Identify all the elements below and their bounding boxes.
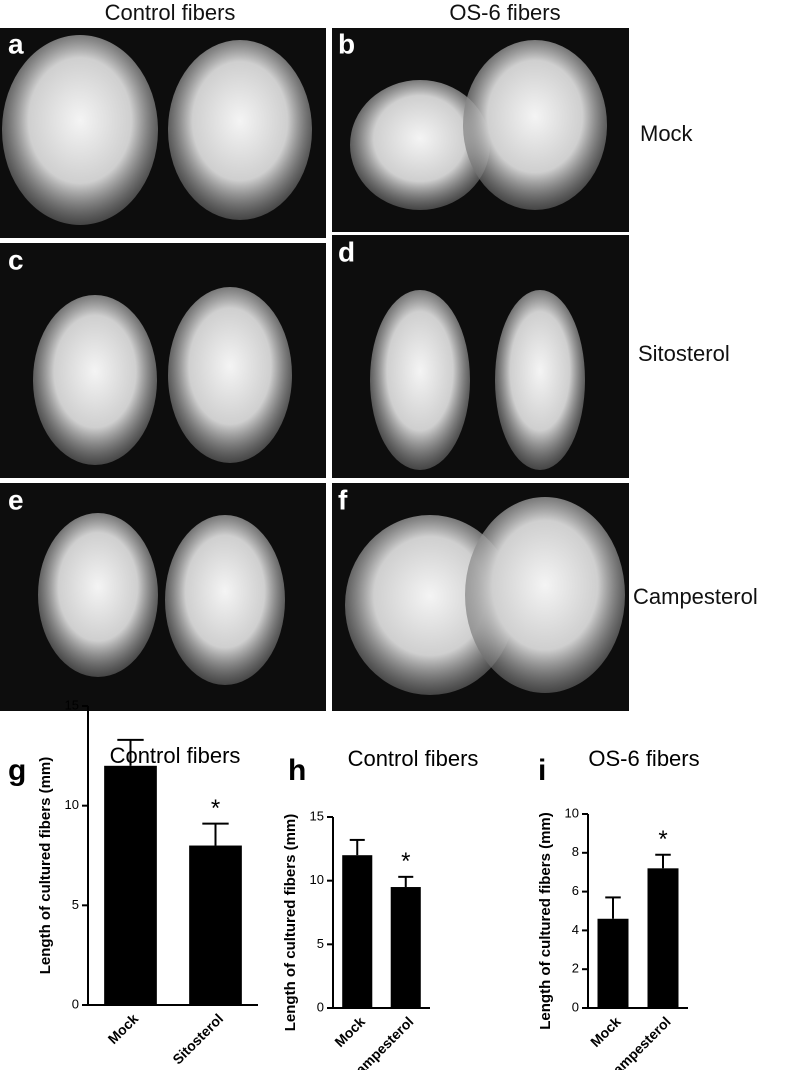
chart-title: Control fibers	[110, 743, 241, 768]
photo-panel: b	[332, 28, 629, 232]
y-tick-label: 0	[72, 996, 79, 1011]
row-label: Campesterol	[633, 584, 758, 609]
panel-label: b	[338, 28, 355, 59]
panel-label: a	[8, 28, 24, 59]
chart-title: OS-6 fibers	[588, 746, 699, 771]
panel-label: h	[288, 754, 306, 787]
y-tick-label: 10	[565, 805, 579, 820]
bar	[189, 845, 242, 1005]
y-axis-label: Length of cultured fibers (mm)	[37, 757, 54, 975]
charts: g Control fibers Length of cultured fibers…	[8, 697, 700, 1070]
panel-label: c	[8, 244, 24, 275]
x-tick-label: Mock	[587, 1013, 624, 1050]
x-tick-label: Sitosterol	[169, 1010, 226, 1067]
bar	[390, 887, 421, 1008]
y-tick-label: 8	[572, 844, 579, 859]
panel-label: i	[538, 754, 546, 787]
y-tick-label: 0	[572, 999, 579, 1014]
panel-label: f	[338, 484, 348, 515]
bar	[597, 918, 629, 1008]
column-header: Control fibers	[105, 0, 236, 25]
y-tick-label: 10	[310, 872, 324, 887]
bar	[647, 868, 679, 1008]
y-axis-label: Length of cultured fibers (mm)	[537, 812, 554, 1030]
photo-panel: a	[0, 28, 326, 238]
y-tick-label: 15	[310, 808, 324, 823]
significance-mark: *	[401, 848, 410, 875]
y-tick-label: 15	[65, 697, 79, 712]
panel-label: e	[8, 484, 24, 515]
panel-label: d	[338, 236, 355, 267]
chart-title: Control fibers	[348, 746, 479, 771]
row-label: Sitosterol	[638, 341, 730, 366]
y-tick-label: 2	[572, 961, 579, 976]
significance-mark: *	[658, 826, 667, 853]
x-tick-label: Mock	[105, 1010, 142, 1047]
panel-label: g	[8, 754, 26, 787]
x-tick-label: Mock	[331, 1013, 368, 1050]
photo-panel: f	[332, 483, 629, 711]
y-tick-label: 10	[65, 797, 79, 812]
y-tick-label: 4	[572, 922, 579, 937]
row-label: Mock	[640, 121, 694, 146]
y-tick-label: 6	[572, 883, 579, 898]
photo-panel: c	[0, 243, 326, 478]
y-tick-label: 0	[317, 999, 324, 1014]
photo-panel: e	[0, 483, 326, 711]
y-tick-label: 5	[72, 897, 79, 912]
bar	[104, 765, 157, 1005]
bar	[342, 855, 373, 1008]
y-tick-label: 5	[317, 936, 324, 951]
photo-panel: d	[332, 235, 629, 478]
significance-mark: *	[211, 795, 220, 822]
column-header: OS-6 fibers	[449, 0, 560, 25]
y-axis-label: Length of cultured fibers (mm)	[282, 814, 299, 1032]
